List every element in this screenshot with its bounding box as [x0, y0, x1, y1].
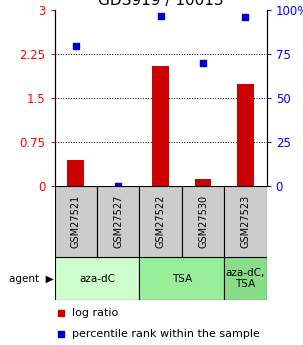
- Point: [73, 43, 78, 48]
- FancyBboxPatch shape: [97, 186, 139, 257]
- Point: [116, 184, 121, 189]
- Point: [58, 310, 63, 315]
- Text: GSM27521: GSM27521: [71, 195, 81, 248]
- Bar: [152, 66, 169, 186]
- Point: [201, 60, 205, 66]
- Bar: [237, 84, 254, 186]
- FancyBboxPatch shape: [139, 186, 182, 257]
- Text: log ratio: log ratio: [72, 308, 118, 318]
- Text: GSM27523: GSM27523: [240, 195, 251, 248]
- FancyBboxPatch shape: [55, 186, 97, 257]
- Text: agent  ▶: agent ▶: [9, 274, 54, 284]
- FancyBboxPatch shape: [224, 186, 267, 257]
- Text: aza-dC: aza-dC: [79, 274, 115, 284]
- Point: [58, 331, 63, 337]
- Bar: [195, 179, 211, 186]
- Text: aza-dC,
TSA: aza-dC, TSA: [226, 268, 265, 289]
- Bar: [67, 160, 84, 186]
- Point: [243, 14, 248, 20]
- Text: TSA: TSA: [172, 274, 192, 284]
- FancyBboxPatch shape: [139, 257, 224, 300]
- Text: GSM27522: GSM27522: [155, 195, 166, 248]
- FancyBboxPatch shape: [182, 186, 224, 257]
- Text: GSM27527: GSM27527: [113, 195, 123, 248]
- Text: percentile rank within the sample: percentile rank within the sample: [72, 329, 259, 339]
- Title: GDS919 / 10013: GDS919 / 10013: [98, 0, 223, 8]
- Text: GSM27530: GSM27530: [198, 195, 208, 248]
- Point: [158, 13, 163, 18]
- FancyBboxPatch shape: [55, 257, 139, 300]
- FancyBboxPatch shape: [224, 257, 267, 300]
